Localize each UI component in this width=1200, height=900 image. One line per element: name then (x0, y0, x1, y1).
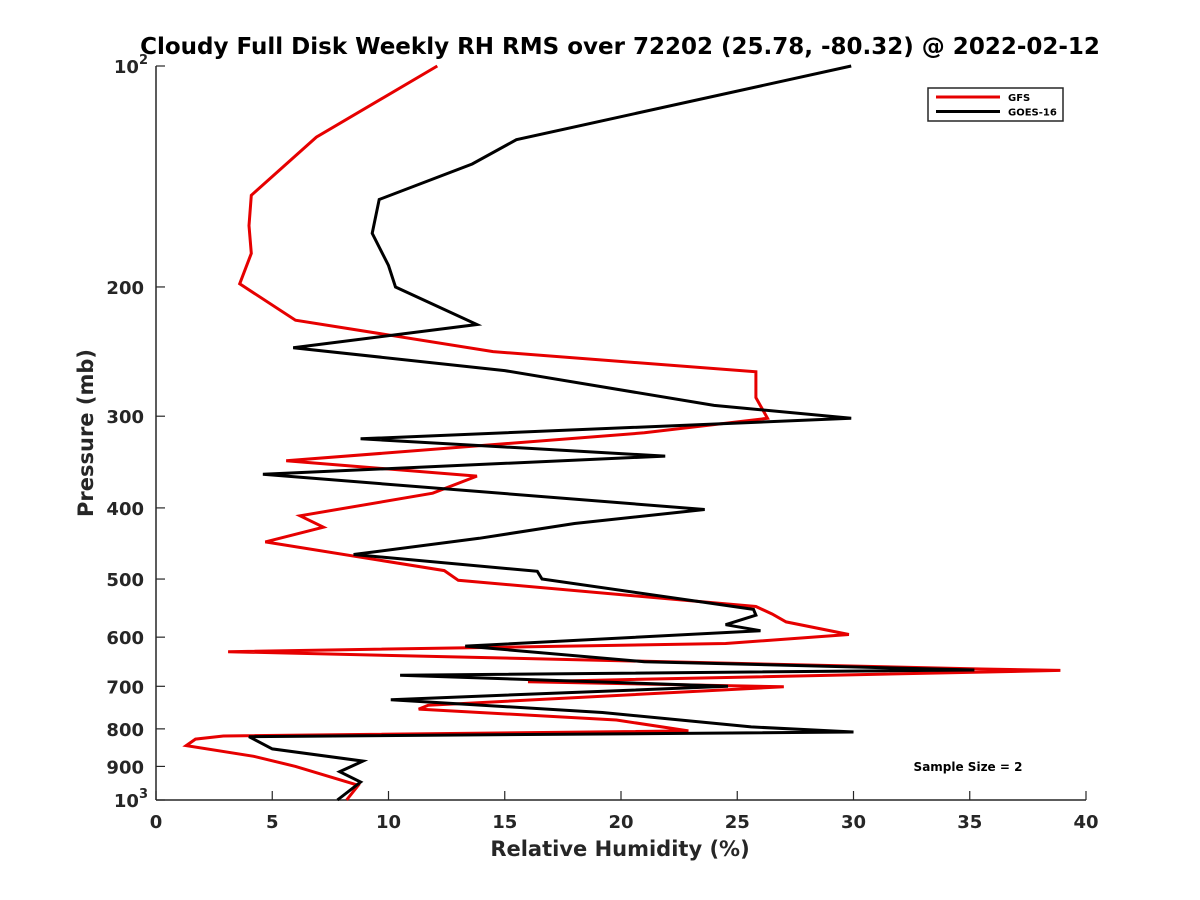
y-tick-label: 400 (106, 499, 144, 520)
y-tick-label: 700 (106, 677, 144, 698)
x-tick-label: 5 (266, 812, 279, 833)
series-layer (182, 64, 1061, 802)
x-tick-label: 25 (725, 812, 750, 833)
y-tick-label-exponent: 3 (139, 787, 148, 802)
legend-label: GFS (1008, 93, 1030, 104)
legend: GFS GOES-16 (927, 87, 1064, 122)
y-axis-label: Pressure (mb) (74, 349, 98, 517)
x-tick-label: 40 (1073, 812, 1098, 833)
sample-size-annotation: Sample Size = 2 (914, 760, 1023, 774)
x-tick-label: 0 (150, 812, 163, 833)
y-tick-label: 300 (106, 407, 144, 428)
y-tick-label: 900 (106, 757, 144, 778)
y-tick-label: 800 (106, 720, 144, 741)
y-tick-label-base: 10 (114, 791, 139, 812)
legend-label: GOES-16 (1008, 108, 1057, 119)
y-tick-label: 102 (114, 53, 148, 78)
y-tick-label: 600 (106, 628, 144, 649)
series-line-gfs (182, 64, 1061, 801)
y-tick-label: 500 (106, 570, 144, 591)
x-tick-label: 10 (376, 812, 401, 833)
y-tick-label-base: 10 (114, 57, 139, 78)
x-tick-label: 30 (841, 812, 866, 833)
x-tick-label: 35 (957, 812, 982, 833)
y-tick-label: 103 (114, 787, 148, 812)
x-tick-label: 15 (492, 812, 517, 833)
y-tick-label: 200 (106, 278, 144, 299)
x-tick-label: 20 (608, 812, 633, 833)
tick-layer: 0 5 10 15 20 25 30 35 40102200300400500600700800… (106, 53, 1098, 833)
series-line-goes-16 (248, 64, 975, 802)
legend-box (927, 87, 1064, 122)
y-tick-label-exponent: 2 (139, 53, 148, 68)
chart-title: Cloudy Full Disk Weekly RH RMS over 7220… (140, 34, 1100, 60)
x-axis-label: Relative Humidity (%) (490, 837, 749, 861)
